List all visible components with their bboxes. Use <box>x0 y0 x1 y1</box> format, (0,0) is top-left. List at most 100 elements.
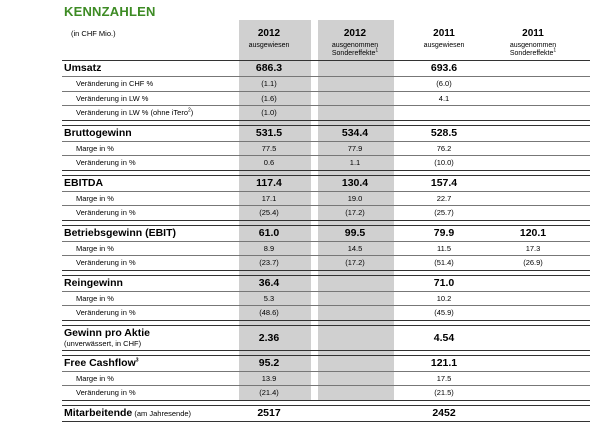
section-value: 2452 <box>432 406 456 419</box>
section-label: Gewinn pro Aktie <box>64 326 150 339</box>
row-value: 11.5 <box>436 243 452 253</box>
section-label: Betriebsgewinn (EBIT) <box>64 226 177 239</box>
row-divider <box>62 240 590 242</box>
section-value: 71.0 <box>433 276 455 289</box>
row-divider <box>62 105 590 106</box>
row-value: (48.6) <box>259 308 279 317</box>
section-value: 2.36 <box>258 331 280 344</box>
row-value: 0.6 <box>263 158 275 167</box>
section-divider <box>62 324 590 326</box>
column-year-header: 2011 <box>522 28 544 39</box>
row-label: Marge in % <box>76 193 114 203</box>
row-value: 13.9 <box>261 373 277 383</box>
section-label: Free Cashflow3 <box>64 356 139 369</box>
row-label: Veränderung in LW % <box>76 93 149 103</box>
row-value: (26.9) <box>523 258 543 267</box>
row-value: (17.2) <box>345 208 365 217</box>
section-divider <box>62 274 590 276</box>
section-label: EBITDA <box>64 176 104 189</box>
row-divider <box>62 255 590 256</box>
row-value: 17.5 <box>436 373 452 383</box>
row-divider <box>62 190 590 192</box>
row-label: Marge in % <box>76 373 114 383</box>
row-value: (45.9) <box>434 308 454 317</box>
row-label: Marge in % <box>76 143 114 153</box>
row-label: Veränderung in % <box>76 258 136 267</box>
row-label: Veränderung in % <box>76 158 136 167</box>
row-label: Veränderung in LW % (ohne iTero2) <box>76 107 194 117</box>
section-divider <box>62 224 590 226</box>
row-value: 76.2 <box>436 143 452 153</box>
row-label: Veränderung in % <box>76 308 136 317</box>
column-sub-header: ausgewiesen <box>248 42 290 49</box>
section-divider <box>62 354 590 356</box>
column-year-header: 2012 <box>343 28 367 39</box>
row-value: (21.5) <box>434 388 454 397</box>
row-label: Marge in % <box>76 293 114 303</box>
section-value: 157.4 <box>430 176 458 189</box>
section-sublabel: (unverwässert, in CHF) <box>64 338 142 348</box>
section-value: 36.4 <box>258 276 280 289</box>
column-sub-header: ausgenommen Sondereffekte1 <box>509 42 557 57</box>
section-value: 79.9 <box>433 226 455 239</box>
section-value: 2517 <box>257 406 281 419</box>
column-sub-header: ausgenommen Sondereffekte1 <box>331 42 379 57</box>
row-value: (25.4) <box>259 208 279 217</box>
row-divider <box>62 155 590 156</box>
page-title: KENNZAHLEN <box>64 4 156 19</box>
section-label: Reingewinn <box>64 276 123 289</box>
row-value: 77.5 <box>261 143 277 153</box>
row-value: (51.4) <box>434 258 454 267</box>
row-divider <box>62 90 590 92</box>
row-divider <box>62 290 590 292</box>
row-value: (17.2) <box>345 258 365 267</box>
section-value: 693.6 <box>430 62 458 74</box>
section-bottom-rule <box>62 119 590 121</box>
row-value: 17.3 <box>525 243 541 253</box>
row-divider <box>62 305 590 306</box>
section-value: 117.4 <box>256 176 282 189</box>
section-bottom-rule <box>62 420 590 422</box>
row-value: (25.7) <box>434 208 454 217</box>
section-bottom-rule <box>62 269 590 271</box>
section-bottom-rule <box>62 319 590 321</box>
section-value: 61.0 <box>258 226 280 239</box>
section-value: 531.5 <box>255 126 283 139</box>
row-value: 19.0 <box>347 193 363 203</box>
column-year-header: 2011 <box>433 28 455 39</box>
row-value: 14.5 <box>347 243 363 253</box>
row-value: (23.7) <box>259 258 279 267</box>
row-value: 17.1 <box>261 193 277 203</box>
column-sub-header: ausgewiesen <box>423 42 465 49</box>
unit-label: (in CHF Mio.) <box>71 29 116 38</box>
section-value: 534.4 <box>341 126 369 139</box>
row-divider <box>62 370 590 372</box>
section-label: Bruttogewinn <box>64 126 132 139</box>
row-label: Veränderung in % <box>76 388 136 397</box>
row-divider <box>62 140 590 142</box>
section-value: 120.1 <box>519 226 547 239</box>
shaded-column-2012-2 <box>318 20 394 400</box>
row-value: 1.1 <box>349 158 361 167</box>
section-label: Umsatz <box>64 62 102 74</box>
section-value: 130.4 <box>341 176 369 189</box>
row-label: Veränderung in % <box>76 208 136 217</box>
row-value: (1.0) <box>261 108 277 117</box>
row-label: Marge in % <box>76 243 114 253</box>
section-value: 121.1 <box>430 356 458 369</box>
section-divider <box>62 404 590 406</box>
column-year-header: 2012 <box>257 28 281 39</box>
section-bottom-rule <box>62 349 590 351</box>
section-bottom-rule <box>62 169 590 171</box>
section-bottom-rule <box>62 219 590 221</box>
row-value: (10.0) <box>434 158 454 167</box>
section-divider <box>62 174 590 176</box>
row-value: (21.4) <box>259 388 279 397</box>
section-divider <box>62 60 590 61</box>
section-value: 4.54 <box>433 331 455 344</box>
row-value: 4.1 <box>438 93 450 103</box>
section-value: 686.3 <box>255 62 283 74</box>
section-label: Mitarbeitende (am Jahresende) <box>64 406 192 419</box>
section-value: 528.5 <box>430 126 458 139</box>
row-value: 5.3 <box>263 293 275 303</box>
